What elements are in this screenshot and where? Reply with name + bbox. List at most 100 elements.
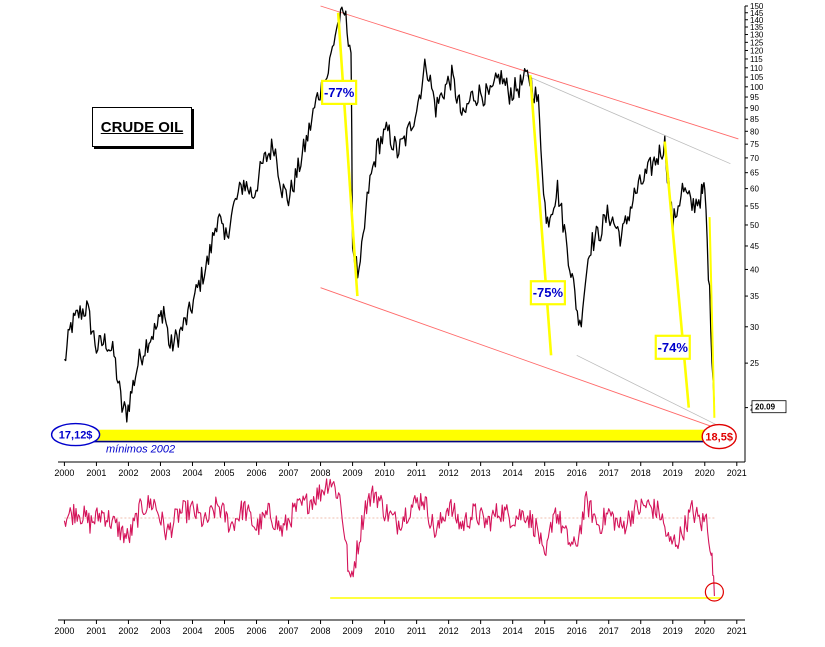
y-tick-label: 25 [750, 359, 759, 368]
bottom-x-tick-label: 2009 [343, 626, 363, 636]
top-x-tick-label: 2012 [439, 468, 459, 478]
bottom-x-tick-label: 2017 [599, 626, 619, 636]
bottom-x-tick-label: 2020 [695, 626, 715, 636]
top-x-tick-label: 2002 [118, 468, 138, 478]
top-x-tick-label: 2009 [343, 468, 363, 478]
bottom-x-tick-label: 2004 [182, 626, 202, 636]
y-tick-label: 35 [750, 292, 759, 301]
drop-label-1: -77% [324, 85, 355, 100]
y-tick-label: 120 [750, 46, 764, 55]
drop-lines [336, 12, 716, 418]
top-x-tick-label: 2001 [86, 468, 106, 478]
bottom-x-tick-label: 2015 [535, 626, 555, 636]
drop-label-box-2 [529, 280, 566, 306]
y-tick-label: 90 [750, 104, 759, 113]
top-x-tick-label: 2013 [471, 468, 491, 478]
grey-trend-line-1 [525, 74, 731, 165]
top-x-tick-label: 2007 [279, 468, 299, 478]
oscillator-series [63, 478, 724, 602]
y-tick-label: 60 [750, 185, 759, 194]
top-x-tick-label: 2017 [599, 468, 619, 478]
support-label: mínimos 2002 [106, 444, 175, 456]
drop-label-3: -74% [658, 340, 689, 355]
top-x-tick-labels: 2000 2001 2002 2003 2004 2005 2006 2007 2008 2009… [54, 462, 747, 478]
drop-line-1 [336, 12, 359, 297]
top-x-tick-label: 2014 [503, 468, 523, 478]
annotation-labels: -77% -75% -74% 17,12$ 18,5$ mínimos 2002 [50, 79, 737, 456]
bottom-x-tick-label: 2008 [311, 626, 331, 636]
y-tick-label: 75 [750, 140, 759, 149]
bottom-x-tick-label: 2006 [247, 626, 267, 636]
low-left-ellipse [50, 422, 101, 447]
bottom-x-tick-label: 2000 [54, 626, 74, 636]
y-tick-labels: 2025303540455055606570758085909510010511… [745, 2, 787, 414]
support-yellow-band [90, 429, 721, 441]
bottom-x-tick-label: 2014 [503, 626, 523, 636]
channel-lower-line [320, 287, 725, 432]
y-tick-label: 70 [750, 154, 759, 163]
price-line [63, 6, 716, 423]
top-x-tick-label: 2003 [150, 468, 170, 478]
bottom-x-tick-labels: 2000 2001 2002 2003 2004 2005 2006 2007 2008 2009… [54, 620, 747, 636]
y-tick-label: 105 [750, 73, 764, 82]
y-tick-label: 145 [750, 9, 764, 18]
low-right-ellipse [701, 423, 737, 450]
price-channel [320, 5, 739, 432]
y-tick-label: 55 [750, 202, 759, 211]
top-x-tick-label: 2010 [375, 468, 395, 478]
bottom-x-tick-label: 2011 [407, 626, 426, 636]
y-tick-label: 30 [750, 323, 759, 332]
y-tick-label: 40 [750, 265, 759, 274]
chart-title: CRUDE OIL [92, 107, 192, 147]
oscillator-low-circle [704, 582, 724, 602]
top-x-tick-label: 2011 [407, 468, 426, 478]
y-tick-label: 45 [750, 242, 759, 251]
y-tick-label: 150 [750, 2, 764, 11]
y-tick-label: 100 [750, 83, 764, 92]
top-x-tick-label: 2020 [695, 468, 715, 478]
drop-label-box-3 [654, 334, 691, 360]
price-series [63, 6, 716, 423]
bottom-x-tick-label: 2005 [214, 626, 234, 636]
low-right-label: 18,5$ [705, 432, 733, 444]
oscillator-line [63, 478, 715, 597]
bottom-x-tick-label: 2019 [663, 626, 683, 636]
top-x-tick-label: 2015 [535, 468, 555, 478]
y-tick-label: 130 [750, 31, 764, 40]
top-x-tick-label: 2021 [727, 468, 747, 478]
bottom-x-tick-label: 2012 [439, 626, 459, 636]
bottom-x-tick-label: 2016 [567, 626, 587, 636]
support-band [90, 429, 724, 443]
bottom-x-tick-label: 2013 [471, 626, 491, 636]
y-tick-label: 50 [750, 221, 759, 230]
drop-label-2: -75% [533, 285, 564, 300]
y-tick-label: 80 [750, 127, 759, 136]
top-x-tick-label: 2019 [663, 468, 683, 478]
bottom-x-tick-label: 2001 [86, 626, 106, 636]
last-value-box [751, 400, 787, 414]
drop-label-box-1 [321, 79, 358, 105]
y-tick-label: 110 [750, 64, 763, 73]
top-x-tick-label: 2008 [311, 468, 331, 478]
y-tick-label: 95 [750, 93, 759, 102]
drop-line-4 [708, 217, 716, 418]
bottom-x-tick-label: 2010 [375, 626, 395, 636]
bottom-x-tick-label: 2002 [118, 626, 138, 636]
bottom-x-tick-label: 2018 [631, 626, 651, 636]
top-x-tick-label: 2004 [182, 468, 202, 478]
drop-line-3 [663, 141, 691, 408]
top-x-tick-label: 2018 [631, 468, 651, 478]
channel-upper-line [320, 5, 739, 140]
y-tick-label: 135 [750, 23, 764, 32]
bottom-x-tick-label: 2007 [279, 626, 299, 636]
grey-trend-line-2 [576, 354, 718, 426]
y-tick-label: 115 [750, 55, 763, 64]
y-tick-label: 85 [750, 115, 759, 124]
y-tick-label: 65 [750, 169, 759, 178]
bottom-x-tick-label: 2003 [150, 626, 170, 636]
last-value-label: 20.09 [755, 403, 776, 412]
bottom-x-tick-label: 2021 [727, 626, 747, 636]
drop-line-2 [528, 75, 553, 356]
top-x-tick-label: 2000 [54, 468, 74, 478]
